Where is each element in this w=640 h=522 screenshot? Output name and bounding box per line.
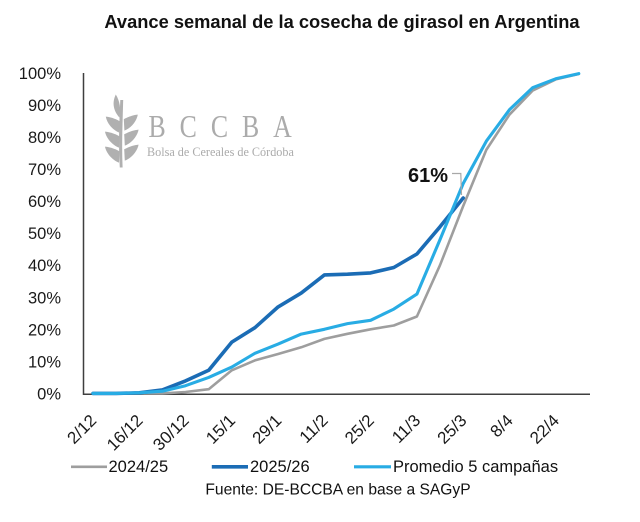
svg-text:0%: 0% bbox=[37, 385, 61, 403]
svg-text:20%: 20% bbox=[28, 321, 61, 339]
svg-text:Promedio 5 campañas: Promedio 5 campañas bbox=[393, 458, 558, 476]
svg-text:BCCBA: BCCBA bbox=[149, 110, 306, 145]
svg-text:70%: 70% bbox=[28, 161, 61, 179]
svg-text:Bolsa de Cereales de Córdoba: Bolsa de Cereales de Córdoba bbox=[147, 145, 294, 159]
svg-text:30%: 30% bbox=[28, 289, 61, 307]
svg-text:50%: 50% bbox=[28, 225, 61, 243]
svg-text:Avance semanal de la cosecha d: Avance semanal de la cosecha de girasol … bbox=[104, 11, 580, 32]
svg-text:2024/25: 2024/25 bbox=[109, 458, 169, 476]
svg-text:2025/26: 2025/26 bbox=[250, 458, 310, 476]
svg-text:10%: 10% bbox=[28, 353, 61, 371]
svg-text:Fuente: DE-BCCBA en base a SAG: Fuente: DE-BCCBA en base a SAGyP bbox=[205, 482, 470, 499]
svg-text:60%: 60% bbox=[28, 193, 61, 211]
svg-text:40%: 40% bbox=[28, 257, 61, 275]
svg-text:61%: 61% bbox=[408, 165, 448, 187]
svg-text:100%: 100% bbox=[19, 65, 62, 83]
svg-text:90%: 90% bbox=[28, 97, 61, 115]
svg-text:80%: 80% bbox=[28, 129, 61, 147]
